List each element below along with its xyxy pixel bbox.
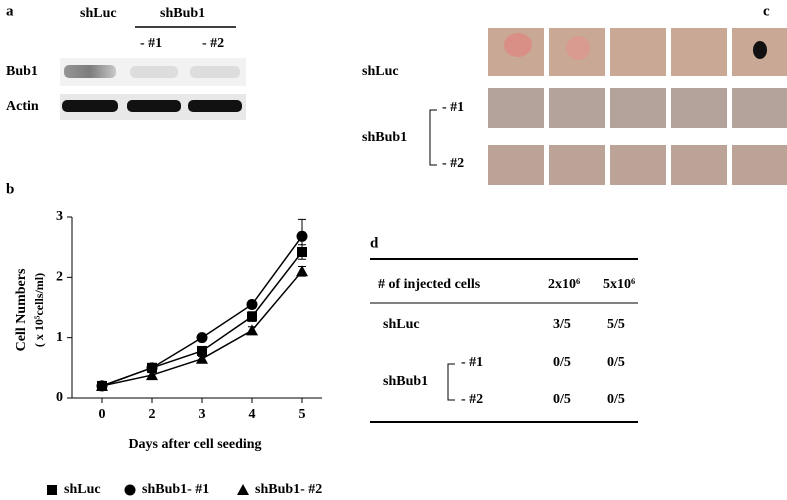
y-tick-label: 2 [56, 270, 63, 285]
y-tick-label: 1 [56, 330, 63, 345]
panel-label: b [6, 181, 14, 197]
cell: 3/5 [553, 317, 571, 332]
y-axis-label: Cell Numbers [14, 268, 29, 351]
band [127, 100, 181, 112]
y-axis-label: ( x 10⁵cells/ml) [32, 273, 46, 347]
cell: 0/5 [607, 392, 625, 407]
x-tick-label: 5 [299, 407, 306, 422]
row-label: Actin [6, 99, 39, 114]
y-tick-label: 3 [56, 209, 63, 224]
legend-label: shLuc [64, 482, 101, 497]
band [64, 65, 116, 78]
marker [146, 362, 158, 374]
header-cell: 2x10⁶ [548, 277, 580, 292]
marker [197, 345, 207, 356]
marker [146, 369, 158, 381]
marker [246, 298, 258, 310]
marker [237, 484, 249, 495]
cell: 5/5 [607, 317, 625, 332]
lane-label: - #1 [140, 36, 162, 51]
marker [296, 230, 308, 242]
photos [488, 28, 787, 185]
bracket [429, 109, 437, 166]
cell: 0/5 [553, 392, 571, 407]
row-label: - #1 [442, 100, 464, 115]
x-tick-label: 0 [99, 407, 106, 422]
header-cell: # of injected cells [378, 277, 481, 292]
band [130, 66, 178, 78]
lane-label: shLuc [80, 6, 117, 21]
cell: - #1 [461, 355, 483, 370]
x-tick-label: 4 [249, 407, 256, 422]
marker [47, 485, 57, 495]
panel-label: d [370, 235, 379, 251]
legend-label: shBub1- #1 [142, 482, 209, 497]
y-tick-label: 0 [56, 390, 63, 405]
row-label: shLuc [362, 64, 399, 79]
band [190, 66, 240, 78]
x-tick-label: 2 [149, 407, 156, 422]
cell: shLuc [383, 317, 420, 332]
legend-label: shBub1- #2 [255, 482, 322, 497]
panel-label: c [763, 3, 770, 19]
marker [196, 352, 208, 364]
cell: shBub1 [383, 374, 428, 389]
marker [196, 332, 208, 344]
cell: - #2 [461, 392, 483, 407]
line [101, 251, 303, 387]
lane-label: shBub1 [160, 6, 205, 21]
marker [96, 379, 108, 391]
line [101, 270, 303, 387]
band [62, 100, 118, 112]
row-label: Bub1 [6, 64, 38, 79]
band [188, 100, 242, 112]
header-cell: 5x10⁶ [603, 277, 635, 292]
row-label: - #2 [442, 156, 464, 171]
x-tick-label: 3 [199, 407, 206, 422]
cell: 0/5 [607, 355, 625, 370]
cell: 0/5 [553, 355, 571, 370]
lane-label: - #2 [202, 36, 224, 51]
panel-label: a [6, 3, 14, 19]
marker [296, 265, 308, 277]
marker [246, 324, 258, 336]
bracket [447, 363, 455, 401]
row-label: shBub1 [362, 130, 407, 145]
x-axis-label: Days after cell seeding [128, 437, 261, 452]
marker [247, 311, 257, 322]
marker [124, 484, 136, 496]
